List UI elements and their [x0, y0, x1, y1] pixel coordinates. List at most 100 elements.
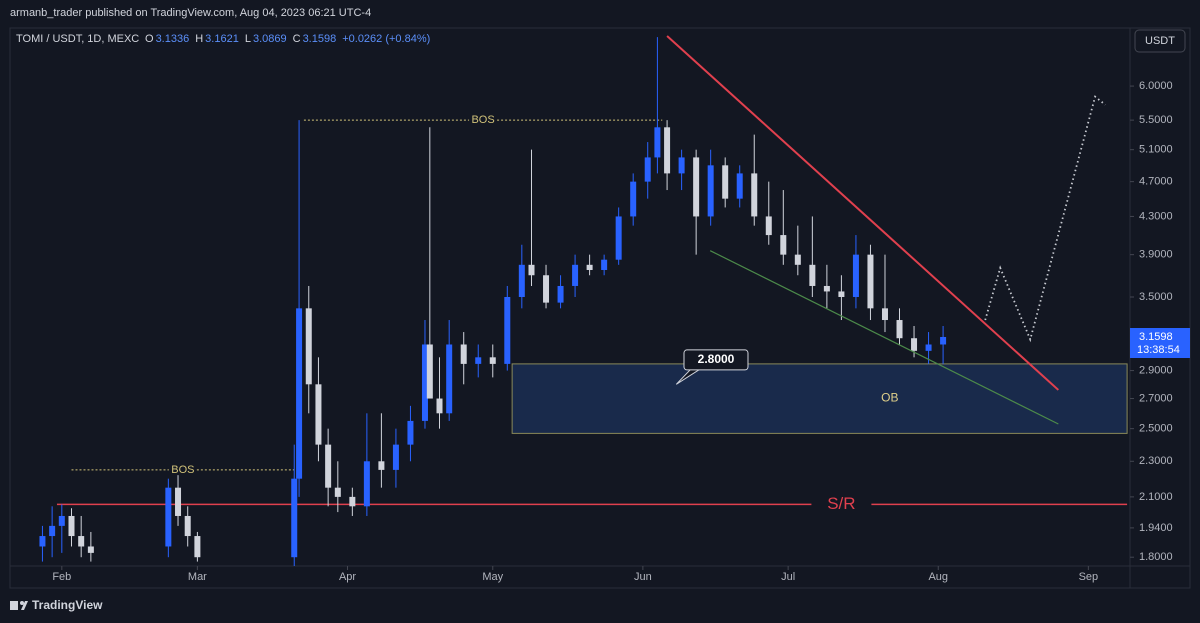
candle-body: [305, 308, 312, 385]
publisher-line: armanb_trader published on TradingView.c…: [10, 7, 371, 19]
candle-body: [693, 157, 700, 217]
candle-body: [460, 344, 467, 364]
candle-body: [194, 536, 201, 558]
candle-body: [572, 264, 579, 286]
x-tick-label: Feb: [52, 571, 71, 583]
callout-label: 2.8000: [698, 352, 735, 366]
y-tick-label: 2.9000: [1139, 364, 1173, 376]
price-tag: [1130, 328, 1190, 359]
ohlc-key: C: [293, 33, 301, 45]
brand: TradingView: [32, 598, 103, 612]
currency-button-label[interactable]: USDT: [1145, 35, 1175, 47]
candle-body: [39, 536, 46, 547]
candle-body: [664, 127, 671, 174]
candle-body: [49, 525, 56, 537]
candle-body: [780, 235, 787, 255]
candle-body: [678, 157, 685, 174]
candle-body: [184, 515, 191, 537]
candle-body: [925, 344, 932, 351]
candle-body: [446, 344, 453, 414]
candle-body: [940, 336, 947, 345]
y-tick-label: 6.0000: [1139, 80, 1173, 92]
y-tick-label: 2.3000: [1139, 455, 1173, 467]
candle-body: [794, 254, 801, 265]
price-tag-countdown: 13:38:54: [1137, 344, 1180, 356]
candle-body: [615, 216, 622, 260]
level-label: S/R: [827, 494, 855, 513]
level-label: BOS: [171, 464, 194, 476]
ohlc-key: O: [145, 33, 154, 45]
trendline: [709, 250, 1059, 425]
candle-body: [518, 264, 525, 297]
candle-body: [765, 216, 772, 236]
candle-body: [809, 264, 816, 286]
candle-body: [722, 165, 729, 199]
chart-frame: [9, 27, 1191, 589]
candle-body: [475, 357, 482, 364]
currency-button[interactable]: [1134, 29, 1186, 53]
price-tag-value: 3.1598: [1139, 331, 1173, 343]
candle-body: [867, 254, 874, 309]
candle-body: [528, 264, 535, 276]
y-tick-label: 3.5000: [1139, 291, 1173, 303]
candle-body: [175, 487, 182, 516]
candle-body: [896, 320, 903, 339]
symbol: TOMI / USDT, 1D, MEXC: [16, 33, 139, 45]
candle-body: [543, 275, 550, 303]
candle-body: [334, 487, 341, 497]
y-tick-label: 2.7000: [1139, 392, 1173, 404]
y-tick-label: 5.5000: [1139, 114, 1173, 126]
candle-body: [504, 296, 511, 364]
order-block-zone: [511, 363, 1128, 434]
candle-body: [363, 461, 370, 507]
candle-body: [489, 357, 496, 364]
candle-body: [378, 461, 385, 470]
candle-body: [296, 308, 303, 479]
trendline: [666, 35, 1060, 391]
x-tick-label: Jun: [634, 571, 652, 583]
projection-path: [984, 95, 1106, 343]
ohlc-value: 3.1621: [205, 33, 239, 45]
y-tick-label: 4.7000: [1139, 176, 1173, 188]
callout-box: [683, 349, 749, 371]
y-tick-label: 4.3000: [1139, 210, 1173, 222]
candle-body: [421, 344, 428, 421]
candle-body: [78, 536, 85, 547]
change: +0.0262 (+0.84%): [342, 33, 430, 45]
candle-body: [392, 444, 399, 470]
candle-body: [557, 285, 564, 303]
x-tick-label: Jul: [781, 571, 795, 583]
candle-body: [911, 338, 918, 351]
ohlc-value: 3.0869: [253, 33, 287, 45]
candle-body: [436, 398, 443, 414]
candle-body: [315, 384, 322, 445]
candle-body: [165, 487, 172, 547]
y-tick-label: 1.9400: [1139, 522, 1173, 534]
candle-body: [349, 496, 356, 507]
ohlc-value: 3.1336: [156, 33, 190, 45]
candle-body: [325, 444, 332, 488]
y-tick-label: 1.8000: [1139, 551, 1173, 563]
candle-body: [823, 285, 830, 292]
zone-label: OB: [881, 391, 898, 405]
candle-body: [707, 165, 714, 217]
x-tick-label: May: [482, 571, 503, 583]
brand-logo: [10, 601, 28, 610]
candle-body: [291, 478, 298, 558]
candle-body: [407, 420, 414, 445]
y-tick-label: 2.5000: [1139, 423, 1173, 435]
x-tick-label: Apr: [339, 571, 356, 583]
level-label: BOS: [471, 114, 494, 126]
candle-body: [58, 515, 65, 526]
candle-body: [601, 259, 608, 270]
candle-body: [654, 127, 661, 158]
candle-body: [426, 344, 433, 399]
candle-body: [881, 308, 888, 321]
x-tick-label: Sep: [1079, 571, 1099, 583]
candle-body: [852, 254, 859, 297]
candle-body: [630, 181, 637, 217]
x-tick-label: Mar: [188, 571, 207, 583]
